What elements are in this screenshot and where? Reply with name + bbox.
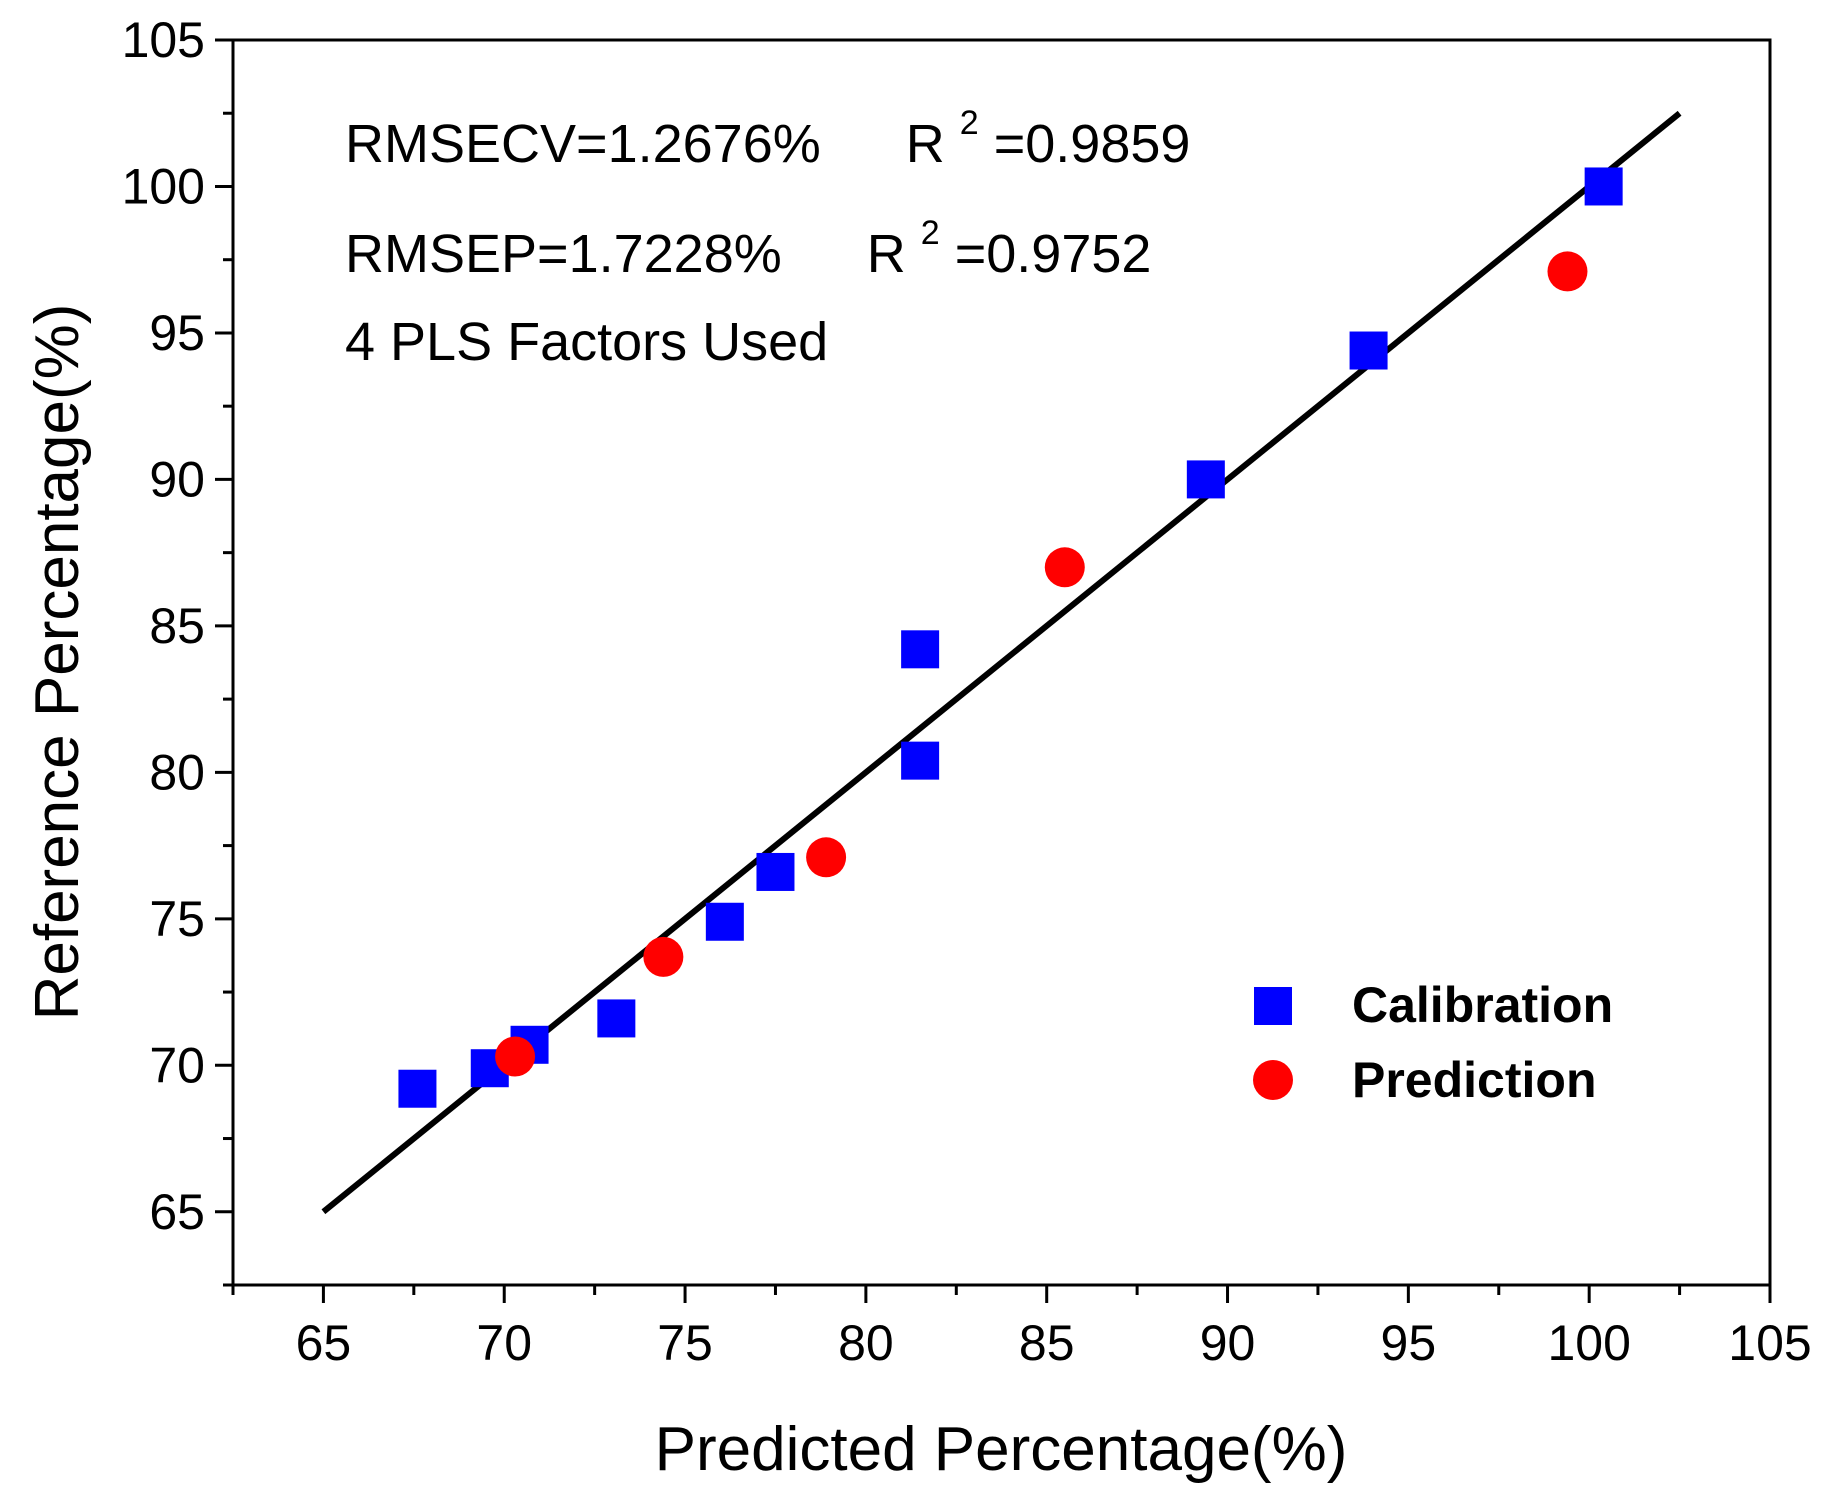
x-tick-label: 80 bbox=[838, 1315, 894, 1371]
x-tick-label: 105 bbox=[1728, 1315, 1811, 1371]
y-tick-label: 75 bbox=[149, 891, 205, 947]
prediction-point bbox=[806, 837, 847, 878]
legend-calibration-marker bbox=[1254, 987, 1292, 1025]
y-tick-label: 80 bbox=[149, 744, 205, 800]
calibration-point bbox=[1186, 460, 1225, 499]
annotation-rmsecv-r2-base: R bbox=[906, 114, 945, 174]
y-tick-label: 105 bbox=[122, 12, 205, 68]
annotation-rmsep: RMSEP=1.7228% R 2 =0.9752 bbox=[345, 196, 1151, 284]
x-tick-label: 70 bbox=[476, 1315, 532, 1371]
calibration-point bbox=[1584, 167, 1623, 206]
y-tick-label: 85 bbox=[149, 598, 205, 654]
y-tick-label: 100 bbox=[122, 158, 205, 214]
annotation-rmsecv-r2-sup: 2 bbox=[960, 104, 979, 142]
calibration-point bbox=[901, 741, 940, 780]
calibration-point bbox=[901, 630, 940, 669]
calibration-point bbox=[756, 852, 795, 891]
x-axis-ticks: 65 70 75 80 85 90 95 100 105 bbox=[231, 1285, 1812, 1371]
annotation-rmsep-r2-base: R bbox=[867, 224, 906, 284]
annotation-pls-factors: 4 PLS Factors Used bbox=[345, 312, 828, 372]
annotation-rmsep-r2-sup: 2 bbox=[921, 214, 940, 252]
prediction-point bbox=[1044, 547, 1085, 588]
x-tick-label: 75 bbox=[657, 1315, 713, 1371]
calibration-point bbox=[705, 902, 744, 941]
annotation-rmsecv-text: RMSECV=1.2676% bbox=[345, 114, 821, 174]
prediction-point bbox=[1547, 251, 1588, 292]
fit-line bbox=[321, 110, 1682, 1215]
prediction-point bbox=[643, 936, 684, 977]
y-axis-title: Reference Percentage(%) bbox=[23, 304, 92, 1021]
prediction-point bbox=[495, 1036, 536, 1077]
legend-prediction-marker bbox=[1253, 1060, 1293, 1100]
x-tick-label: 90 bbox=[1200, 1315, 1256, 1371]
x-tick-label: 85 bbox=[1019, 1315, 1075, 1371]
legend-calibration-label: Calibration bbox=[1352, 977, 1613, 1033]
y-tick-label: 90 bbox=[149, 451, 205, 507]
x-tick-label: 65 bbox=[296, 1315, 352, 1371]
annotation-rmsecv: RMSECV=1.2676% R 2 =0.9859 bbox=[345, 86, 1190, 174]
calibration-point bbox=[398, 1069, 437, 1108]
x-axis-title: Predicted Percentage(%) bbox=[655, 1415, 1348, 1484]
annotation-rmsecv-r2-value: =0.9859 bbox=[994, 114, 1191, 174]
plot-frame bbox=[231, 38, 1772, 1287]
annotation-rmsep-text: RMSEP=1.7228% bbox=[345, 224, 782, 284]
data-points bbox=[398, 167, 1623, 1108]
calibration-point bbox=[1349, 331, 1388, 370]
x-tick-label: 100 bbox=[1547, 1315, 1630, 1371]
y-tick-label: 65 bbox=[149, 1184, 205, 1240]
calibration-point bbox=[597, 999, 636, 1038]
y-axis-ticks: 65 70 75 80 85 90 95 100 105 bbox=[122, 12, 233, 1287]
annotation-rmsep-r2-value: =0.9752 bbox=[955, 224, 1152, 284]
x-tick-label: 95 bbox=[1381, 1315, 1437, 1371]
y-tick-label: 95 bbox=[149, 305, 205, 361]
legend-prediction-label: Prediction bbox=[1352, 1052, 1596, 1108]
y-tick-label: 70 bbox=[149, 1037, 205, 1093]
